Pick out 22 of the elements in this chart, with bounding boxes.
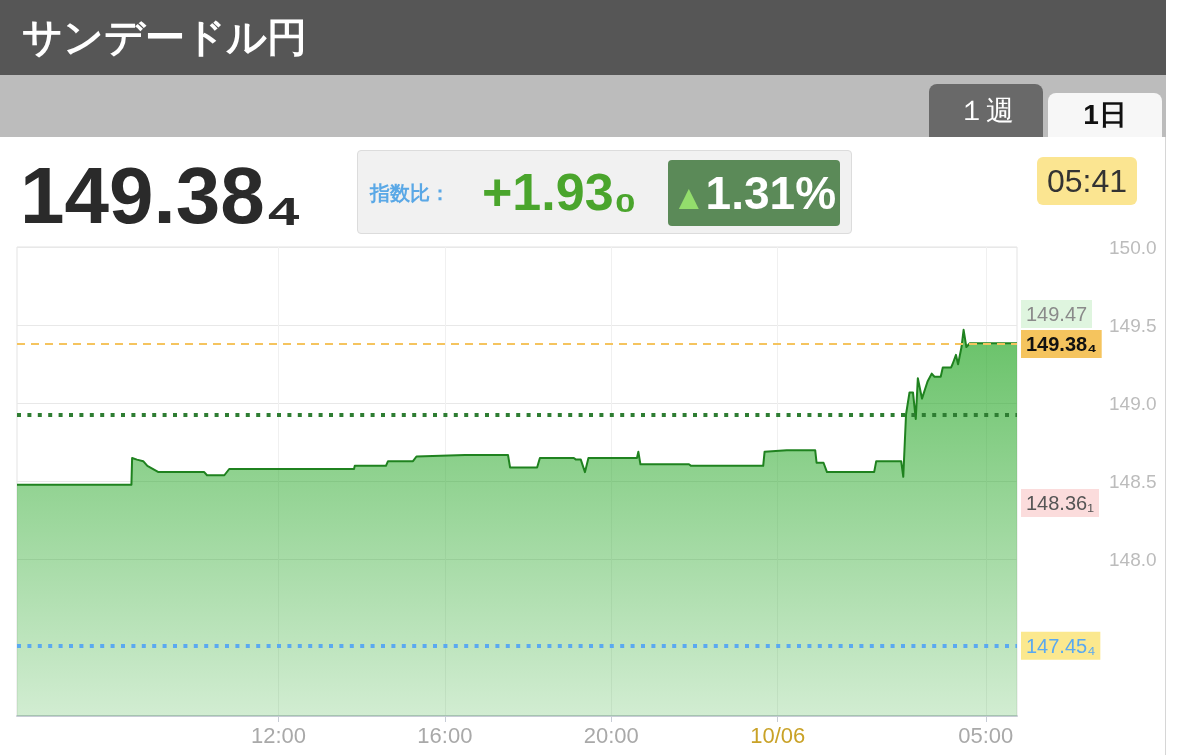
day-tab: 1日	[1048, 93, 1162, 137]
y-tick-label: 149.5	[1109, 314, 1157, 336]
chart-title: サンデードル円	[22, 14, 307, 61]
y-tick-label: 148.5	[1109, 471, 1157, 492]
ref-line-label: 149.38₄	[1026, 332, 1097, 355]
week-tab: １週	[929, 84, 1043, 137]
text: +1.93₀	[482, 162, 638, 223]
x-tick-label: 16:00	[417, 722, 473, 748]
x-tick-label: 20:00	[583, 722, 639, 748]
text: ▲1.31%	[671, 166, 837, 220]
y-tick-label: 148.0	[1109, 549, 1157, 571]
y-tick-label: 150.0	[1109, 236, 1157, 258]
ref-line-label: 147.45₄	[1026, 634, 1096, 657]
text: 05:41	[1046, 162, 1128, 200]
y-tick-label: 149.0	[1109, 392, 1157, 414]
text: 149.47	[1021, 300, 1093, 328]
text: 指数比：	[370, 181, 450, 206]
x-tick-label: 12:00	[250, 722, 306, 748]
x-tick-label: 05:00	[958, 722, 1014, 748]
x-tick-label: 10/06	[750, 722, 806, 748]
text: 148.36₁	[1021, 489, 1099, 517]
text: 149.38₄	[20, 150, 303, 242]
